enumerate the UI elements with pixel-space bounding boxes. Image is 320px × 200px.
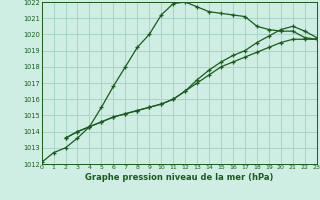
X-axis label: Graphe pression niveau de la mer (hPa): Graphe pression niveau de la mer (hPa) (85, 173, 273, 182)
